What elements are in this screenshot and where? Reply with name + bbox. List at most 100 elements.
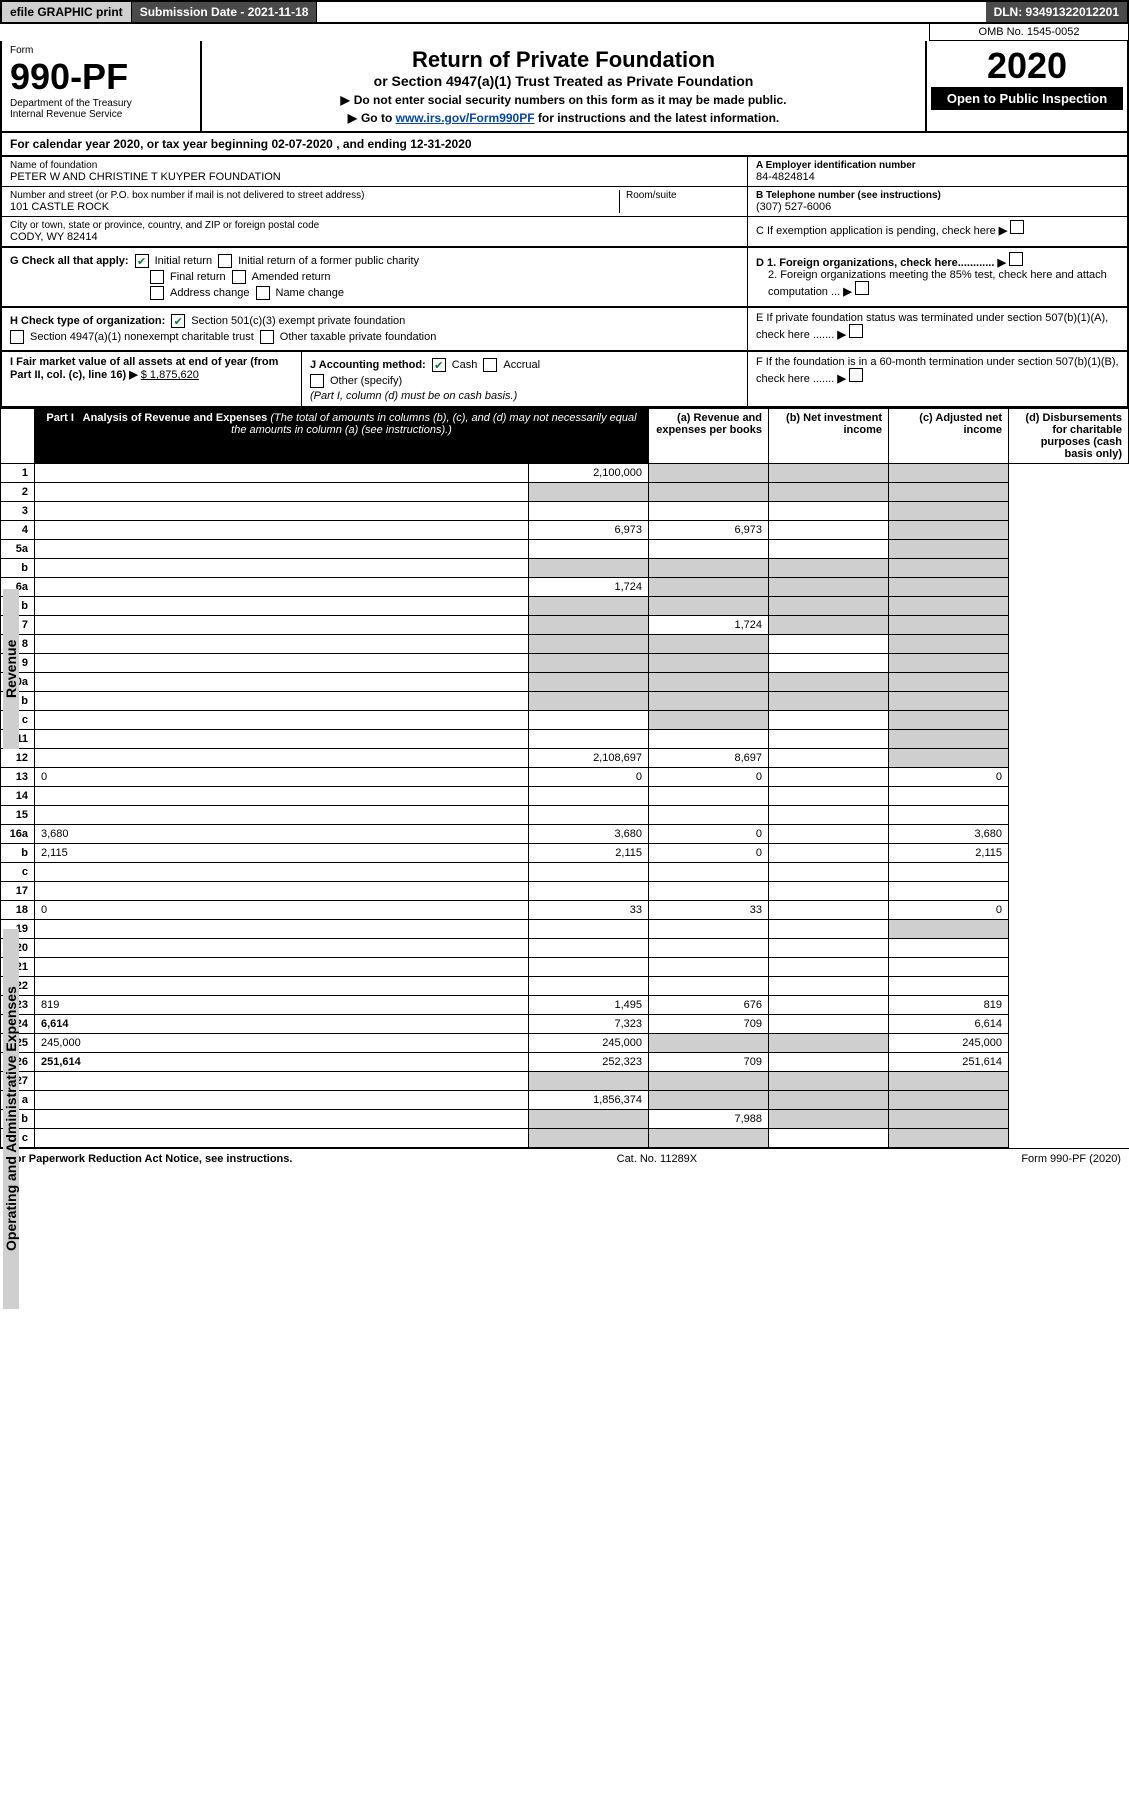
cell-a <box>529 654 649 673</box>
g-final: Final return <box>170 271 226 283</box>
cell-d <box>889 958 1009 977</box>
table-row: 2 <box>1 483 1129 502</box>
f-checkbox[interactable] <box>849 368 863 382</box>
f-label: F If the foundation is in a 60-month ter… <box>756 356 1119 385</box>
form990pf-link[interactable]: www.irs.gov/Form990PF <box>396 111 535 125</box>
part1-table: RevenueOperating and Administrative Expe… <box>0 408 1129 1148</box>
g-final-checkbox[interactable] <box>150 270 164 284</box>
table-row: 12,100,000 <box>1 464 1129 483</box>
cell-d <box>889 882 1009 901</box>
telephone: (307) 527-6006 <box>756 201 1119 213</box>
line-number: 2 <box>1 483 35 502</box>
h-4947-checkbox[interactable] <box>10 330 24 344</box>
cell-a <box>529 882 649 901</box>
cell-d <box>889 711 1009 730</box>
line-number: 15 <box>1 806 35 825</box>
g-name-checkbox[interactable] <box>256 286 270 300</box>
j-accrual-checkbox[interactable] <box>483 358 497 372</box>
col-a: (a) Revenue and expenses per books <box>649 409 769 464</box>
d2-label: 2. Foreign organizations meeting the 85%… <box>768 269 1107 298</box>
c-checkbox[interactable] <box>1010 220 1024 234</box>
j-label: J Accounting method: <box>310 359 426 371</box>
j-cash-checkbox[interactable] <box>432 358 446 372</box>
cell-d: 0 <box>889 901 1009 920</box>
h-501c3-checkbox[interactable] <box>171 314 185 328</box>
d2-checkbox[interactable] <box>855 281 869 295</box>
line-desc <box>35 711 529 730</box>
cell-b <box>649 882 769 901</box>
cell-d <box>889 1129 1009 1148</box>
cell-a <box>529 920 649 939</box>
table-row: b2,1152,11502,115 <box>1 844 1129 863</box>
line-number: 14 <box>1 787 35 806</box>
cell-c <box>769 578 889 597</box>
cell-a <box>529 1129 649 1148</box>
cell-c <box>769 559 889 578</box>
table-row: 14 <box>1 787 1129 806</box>
g-amended: Amended return <box>252 271 331 283</box>
cell-b <box>649 787 769 806</box>
g-amended-checkbox[interactable] <box>232 270 246 284</box>
cell-d: 6,614 <box>889 1015 1009 1034</box>
line-desc: 2,115 <box>35 844 529 863</box>
cell-c <box>769 1053 889 1072</box>
cell-b <box>649 483 769 502</box>
line-desc <box>35 464 529 483</box>
efile-label[interactable]: efile GRAPHIC print <box>2 2 132 22</box>
cell-a <box>529 787 649 806</box>
cell-b <box>649 958 769 977</box>
line-desc <box>35 559 529 578</box>
checks-row-ij: I Fair market value of all assets at end… <box>0 352 1129 408</box>
cell-b <box>649 806 769 825</box>
cell-b: 0 <box>649 768 769 787</box>
cell-b <box>649 578 769 597</box>
cell-b: 7,988 <box>649 1110 769 1129</box>
line-number: b <box>1 844 35 863</box>
checks-row-h: H Check type of organization: Section 50… <box>0 308 1129 352</box>
table-row: 46,9736,973 <box>1 521 1129 540</box>
cell-b <box>649 1072 769 1091</box>
cell-b <box>649 863 769 882</box>
cell-a: 6,973 <box>529 521 649 540</box>
d1-checkbox[interactable] <box>1009 252 1023 266</box>
cell-b: 33 <box>649 901 769 920</box>
h-other-checkbox[interactable] <box>260 330 274 344</box>
g-addr-checkbox[interactable] <box>150 286 164 300</box>
g-initial-former-checkbox[interactable] <box>218 254 232 268</box>
table-row: c <box>1 863 1129 882</box>
table-row: 16a3,6803,68003,680 <box>1 825 1129 844</box>
cell-d <box>889 540 1009 559</box>
table-row: 122,108,6978,697 <box>1 749 1129 768</box>
table-row: 71,724 <box>1 616 1129 635</box>
cell-d <box>889 464 1009 483</box>
g-initial-checkbox[interactable] <box>135 254 149 268</box>
ein-label: A Employer identification number <box>756 160 1119 171</box>
cell-a: 1,495 <box>529 996 649 1015</box>
line-number: 13 <box>1 768 35 787</box>
table-row: 21 <box>1 958 1129 977</box>
line-desc <box>35 882 529 901</box>
open-public: Open to Public Inspection <box>931 87 1123 110</box>
cell-a <box>529 597 649 616</box>
line-desc <box>35 1091 529 1110</box>
g-initial-former: Initial return of a former public charit… <box>238 255 419 267</box>
cell-a <box>529 559 649 578</box>
line-desc <box>35 749 529 768</box>
cell-b <box>649 1034 769 1053</box>
e-checkbox[interactable] <box>849 324 863 338</box>
table-row: 17 <box>1 882 1129 901</box>
cell-c <box>769 730 889 749</box>
table-row: 238191,495676819 <box>1 996 1129 1015</box>
cell-c <box>769 787 889 806</box>
cell-a <box>529 502 649 521</box>
cell-a <box>529 806 649 825</box>
line-desc <box>35 863 529 882</box>
form-header: Form 990-PF Department of the Treasury I… <box>0 41 1129 133</box>
part1-title: Analysis of Revenue and Expenses <box>83 412 268 424</box>
table-row: 246,6147,3237096,614 <box>1 1015 1129 1034</box>
cell-b: 0 <box>649 844 769 863</box>
cell-c <box>769 1129 889 1148</box>
part1-label: Part I <box>46 412 74 424</box>
cell-a <box>529 977 649 996</box>
j-other-checkbox[interactable] <box>310 374 324 388</box>
